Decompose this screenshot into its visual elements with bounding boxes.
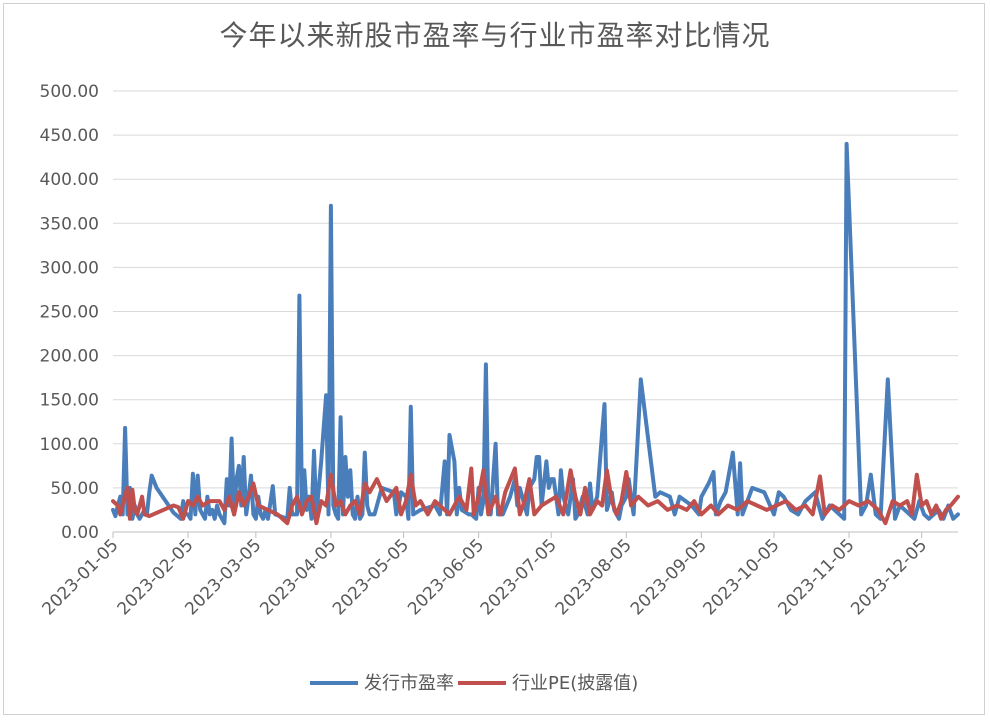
x-tick-label: 2023-12-05: [847, 535, 931, 619]
legend-label: 行业PE(披露值): [512, 673, 638, 694]
x-tick-label: 2023-09-05: [627, 535, 711, 619]
x-tick-label: 2023-05-05: [329, 535, 413, 619]
y-tick-label: 250.00: [40, 303, 99, 323]
y-tick-label: 50.00: [50, 479, 99, 499]
grid-lines: [113, 90, 958, 533]
y-axis-ticks: 0.00 50.00 100.00 150.00 200.00 250.00 300.00 3…: [40, 82, 99, 543]
x-tick-label: 2023-11-05: [775, 535, 859, 619]
chart-frame: [3, 3, 985, 715]
series-lines: [111, 141, 960, 526]
legend: 发行市盈率 行业PE(披露值): [310, 673, 638, 694]
x-tick-label: 2023-08-05: [552, 535, 636, 619]
y-tick-label: 450.00: [40, 126, 99, 146]
x-tick-label: 2023-01-05: [39, 535, 123, 619]
x-tick-label: 2023-06-05: [404, 535, 488, 619]
series-line-1: [111, 466, 960, 526]
y-tick-label: 400.00: [40, 170, 99, 190]
y-tick-label: 0.00: [61, 523, 99, 543]
y-tick-label: 100.00: [40, 435, 99, 455]
chart-title: 今年以来新股市盈率与行业市盈率对比情况: [219, 19, 771, 52]
legend-item-0: 发行市盈率: [310, 673, 454, 694]
x-tick-label: 2023-07-05: [477, 535, 561, 619]
y-tick-label: 200.00: [40, 347, 99, 367]
x-axis-ticks: 2023-01-052023-02-052023-03-052023-04-05…: [39, 532, 931, 619]
y-tick-label: 500.00: [40, 82, 99, 102]
x-tick-label: 2023-04-05: [256, 535, 340, 619]
x-tick-label: 2023-10-05: [700, 535, 784, 619]
series-line-0: [111, 141, 960, 526]
y-tick-label: 300.00: [40, 258, 99, 278]
y-tick-label: 350.00: [40, 214, 99, 234]
legend-label: 发行市盈率: [364, 673, 454, 694]
y-tick-label: 150.00: [40, 391, 99, 411]
legend-item-1: 行业PE(披露值): [458, 673, 638, 694]
